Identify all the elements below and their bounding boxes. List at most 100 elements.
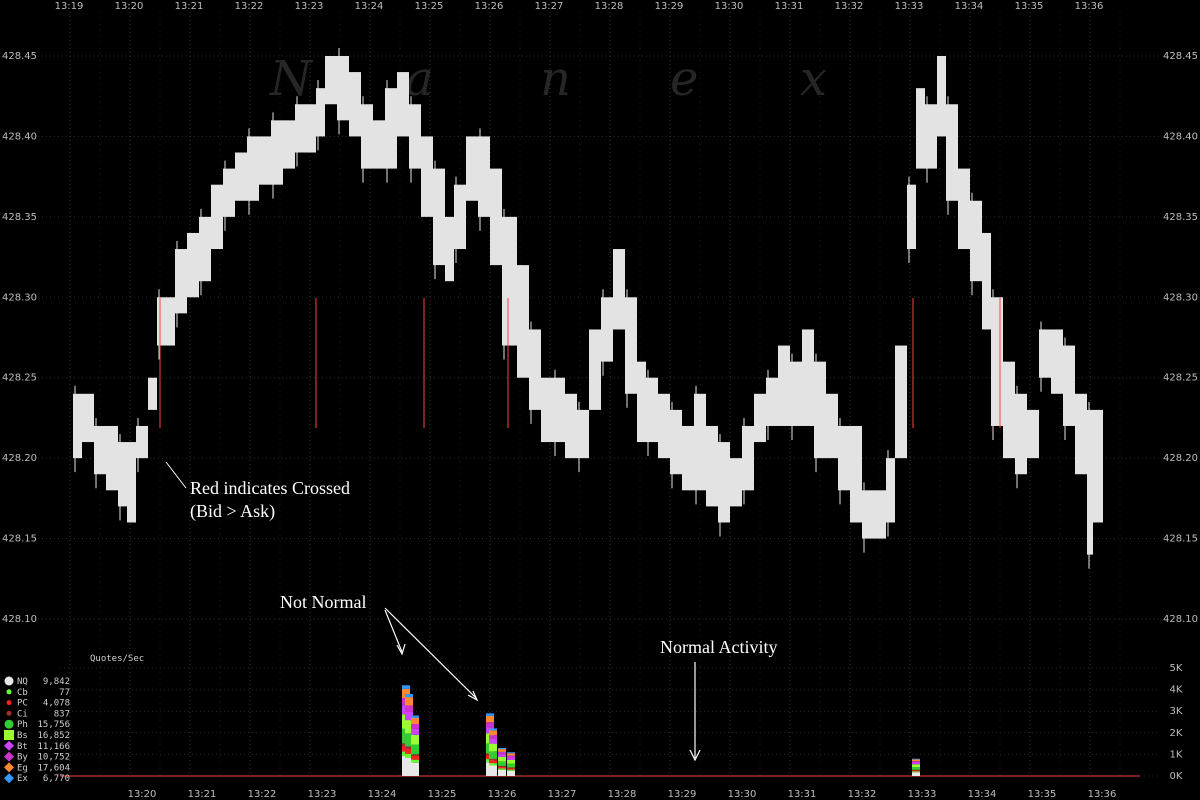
spike-segment xyxy=(507,752,515,754)
legend-value: 11,166 xyxy=(37,742,70,752)
crossed-annotation-line2: (Bid > Ask) xyxy=(190,501,275,522)
spread-bar xyxy=(409,104,421,169)
spread-bar xyxy=(361,104,373,169)
spread-bar xyxy=(316,88,325,137)
spread-bar xyxy=(1003,361,1015,459)
spike-segment xyxy=(507,755,515,758)
spike-segment xyxy=(498,765,506,767)
not-normal-arrowhead-1 xyxy=(396,643,406,656)
spread-bar xyxy=(694,393,706,491)
spread-bar xyxy=(529,329,541,410)
spread-bar xyxy=(742,425,754,491)
spike-segment xyxy=(507,767,515,769)
spike-segment xyxy=(489,735,497,739)
x-tick-label: 13:31 xyxy=(788,789,817,800)
spike-segment xyxy=(486,715,494,723)
spread-bar xyxy=(223,168,235,217)
x-tick-label: 13:31 xyxy=(775,1,804,12)
spread-bar xyxy=(307,104,316,153)
x-tick-label: 13:22 xyxy=(235,1,264,12)
spread-bar xyxy=(1093,409,1103,523)
not-normal-arrowhead-2 xyxy=(467,690,479,702)
spike-segment xyxy=(912,758,920,760)
spike-segment xyxy=(489,730,497,736)
y-tick-label-right: 428.10 xyxy=(1163,614,1198,625)
q-tick-label: 0K xyxy=(1170,771,1183,782)
spike-segment xyxy=(912,764,920,768)
q-tick-label: 1K xyxy=(1170,749,1183,760)
legend-key: Eg xyxy=(17,763,28,773)
x-tick-label: 13:34 xyxy=(968,789,997,800)
x-tick-label: 13:24 xyxy=(368,789,397,800)
x-tick-label: 13:32 xyxy=(835,1,864,12)
legend-marker xyxy=(4,762,14,773)
spread-bar xyxy=(826,393,838,459)
spike-segment xyxy=(912,761,920,763)
spread-bar xyxy=(613,249,625,330)
spread-bar xyxy=(958,168,970,250)
spike-segment xyxy=(411,744,419,755)
spike-segment xyxy=(489,760,497,764)
x-tick-label: 13:30 xyxy=(715,1,744,12)
spike-segment xyxy=(507,757,515,760)
spread-bar xyxy=(982,232,991,330)
spread-bar xyxy=(295,104,307,153)
spread-bar xyxy=(82,393,94,443)
q-tick-label: 4K xyxy=(1170,685,1183,696)
spread-bar xyxy=(106,425,118,491)
spike-segment xyxy=(405,711,413,721)
spike-segment xyxy=(411,723,419,729)
spike-segment xyxy=(498,749,506,752)
watermark-letter: N xyxy=(269,51,314,107)
legend-marker xyxy=(4,751,14,762)
legend-value: 77 xyxy=(59,688,70,698)
spike-segment xyxy=(405,757,413,776)
legend-key: Bt xyxy=(17,742,28,752)
spread-bar xyxy=(874,490,886,539)
x-tick-label: 13:33 xyxy=(895,1,924,12)
spread-bar xyxy=(589,329,601,410)
spike-segment xyxy=(912,767,920,770)
x-tick-label: 13:27 xyxy=(535,1,564,12)
crossed-pointer-line xyxy=(165,461,187,489)
y-tick-label-right: 428.35 xyxy=(1163,212,1198,223)
spread-bar xyxy=(175,249,187,314)
spike-segment xyxy=(498,751,506,755)
spread-bar xyxy=(577,409,589,459)
x-tick-label: 13:26 xyxy=(475,1,504,12)
x-tick-label: 13:25 xyxy=(415,1,444,12)
legend-key: Ph xyxy=(17,720,28,730)
spread-bar xyxy=(1063,345,1075,426)
y-tick-label-left: 428.35 xyxy=(2,212,37,223)
spread-bar xyxy=(517,265,529,378)
spread-bar xyxy=(637,361,646,443)
legend-value: 9,842 xyxy=(43,677,70,687)
x-tick-label: 13:34 xyxy=(955,1,984,12)
spread-bar xyxy=(730,458,742,507)
normal-activity-label: Normal Activity xyxy=(660,637,777,657)
spread-bar xyxy=(553,377,565,443)
legend-marker xyxy=(6,700,12,706)
y-tick-label-right: 428.45 xyxy=(1163,51,1198,62)
spike-segment xyxy=(498,747,506,750)
normal-activity-annotation: Normal Activity xyxy=(660,637,777,762)
spread-bar xyxy=(814,361,826,459)
spread-bar xyxy=(754,393,766,443)
spread-bar xyxy=(850,425,862,523)
spike-segment xyxy=(489,758,497,761)
price-tick-labels-left: 428.10 428.15 428.20 428.25 428.30 428.35 428.… xyxy=(2,51,37,625)
y-tick-label-left: 428.40 xyxy=(2,131,37,142)
y-tick-label-right: 428.20 xyxy=(1163,453,1198,464)
spike-segment xyxy=(912,762,920,765)
x-tick-label: 13:29 xyxy=(668,789,697,800)
exchange-legend: NQ 9,842 Cb 77 PC 4,078 Ci 837 Ph 15,756 Bs 16,852 B… xyxy=(4,676,70,784)
spike-segment xyxy=(498,769,506,776)
spread-bar xyxy=(136,425,148,459)
spike-segment xyxy=(912,771,920,773)
legend-value: 837 xyxy=(54,709,70,719)
spike-segment xyxy=(912,759,920,762)
spread-bar xyxy=(1075,393,1087,475)
spread-bar xyxy=(454,184,466,250)
x-tick-label: 13:36 xyxy=(1088,789,1117,800)
legend-key: Cb xyxy=(17,688,28,698)
